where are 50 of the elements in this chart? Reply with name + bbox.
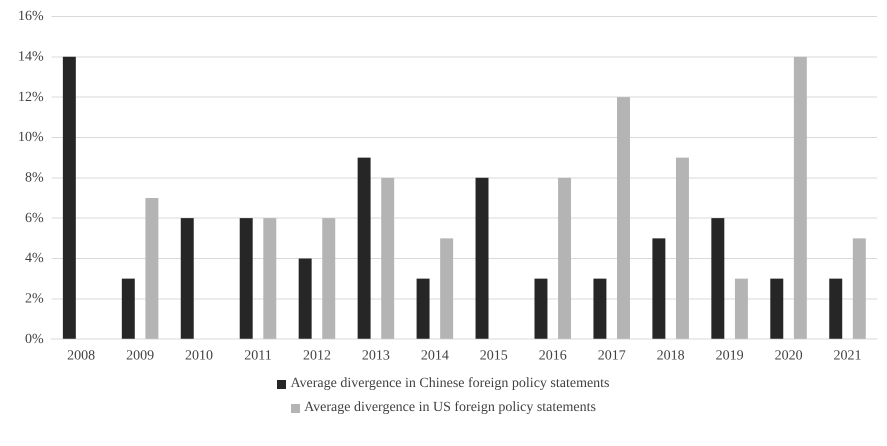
legend-label: Average divergence in US foreign policy statements [304, 400, 596, 416]
bar [263, 218, 276, 339]
x-tick-label: 2010 [185, 348, 214, 364]
x-tick-label: 2008 [67, 348, 96, 364]
bar [298, 258, 312, 339]
y-tick-label: 4% [24, 251, 44, 266]
x-tick-label: 2015 [480, 348, 508, 364]
bar [358, 158, 371, 339]
y-tick-label: 12% [18, 90, 44, 105]
x-tick-label: 2018 [656, 348, 685, 364]
bar [676, 158, 689, 339]
legend-label: Average divergence in Chinese foreign policy statements [290, 376, 610, 392]
bar [122, 278, 135, 339]
bar [770, 278, 784, 339]
bar [416, 278, 430, 339]
bar [322, 218, 336, 339]
bar [711, 218, 724, 339]
y-tick-label: 10% [18, 130, 44, 146]
bar [145, 198, 158, 339]
x-tick-label: 2014 [420, 348, 449, 364]
bar [652, 238, 666, 339]
x-tick-label: 2020 [774, 348, 803, 364]
x-tick-label: 2009 [126, 348, 154, 364]
x-tick-label: 2011 [244, 348, 272, 364]
bar [476, 178, 488, 339]
y-tick-label: 2% [24, 292, 44, 307]
bar [558, 178, 572, 339]
bar [440, 238, 454, 339]
y-tick-label: 0% [24, 332, 44, 347]
y-tick-label: 14% [18, 49, 44, 64]
x-tick-label: 2012 [302, 348, 331, 364]
bar [829, 278, 842, 339]
x-tick-label: 2019 [716, 348, 744, 364]
x-tick-label: 2016 [538, 348, 567, 364]
y-tick-label: 16% [18, 9, 44, 24]
bar [593, 278, 606, 339]
bar [852, 238, 866, 339]
bar [617, 97, 630, 339]
bar [794, 56, 807, 339]
bar [180, 218, 194, 339]
y-tick-label: 6% [24, 210, 44, 226]
bar [381, 178, 394, 339]
bar [734, 278, 748, 339]
x-tick-label: 2017 [598, 348, 626, 364]
x-tick-label: 2013 [362, 348, 390, 364]
bar [240, 218, 253, 339]
y-tick-label: 8% [24, 170, 44, 186]
x-tick-label: 2021 [834, 348, 862, 364]
bar [534, 278, 548, 339]
bar [62, 56, 76, 339]
